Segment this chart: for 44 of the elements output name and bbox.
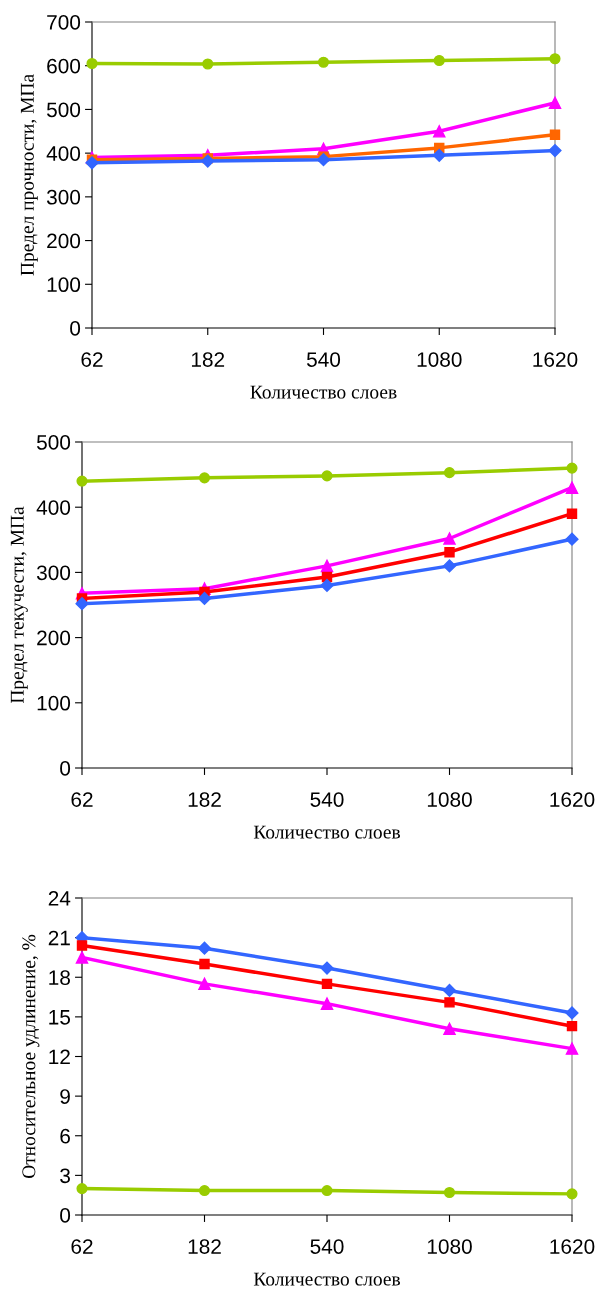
y-tick-label: 12 [49,1049,70,1065]
x-tick-label: 182 [188,1239,221,1254]
x-tick-label: 1080 [427,1239,472,1254]
y-tick-label: 700 [47,15,81,30]
y-tick-label: 300 [36,565,71,581]
y-tick-label: 500 [46,102,81,118]
y-tick-label: 100 [47,277,81,293]
y-tick-label: 6 [60,1128,70,1144]
x-tick-label: 182 [188,792,221,807]
x-tick-label: 182 [191,352,225,367]
x-tick-label: 1620 [533,352,578,367]
y-tick-label: 3 [60,1168,70,1184]
y-tick-label: 21 [48,930,70,946]
x-tick-label: 1620 [550,792,595,807]
y-tick-label: 24 [48,891,71,906]
y-tick-label: 600 [47,58,81,74]
x-tick-label: 540 [306,352,341,367]
x-tick-label: 1080 [417,352,462,367]
x-tick-label: 540 [310,1239,344,1254]
y-tick-label: 15 [49,1010,71,1025]
y-tick-label: 18 [49,970,70,985]
x-tick-label: 62 [71,792,93,807]
x-axis-title: Количество слоев [250,385,397,399]
y-tick-label: 100 [37,695,71,711]
y-tick-label: 400 [36,500,71,515]
y-tick-label: 0 [60,761,71,776]
y-tick-label: 200 [37,630,71,646]
x-axis-title: Количество слоев [253,825,400,839]
y-tick-label: 200 [47,233,81,249]
y-tick-label: 500 [36,435,71,450]
y-tick-label: 400 [46,146,81,161]
y-tick-label: 9 [60,1089,70,1104]
x-axis-title: Количество слоев [253,1272,400,1286]
x-tick-label: 62 [81,352,103,367]
x-tick-label: 540 [310,792,344,807]
y-tick-label: 300 [46,189,81,205]
x-tick-label: 1080 [427,792,472,807]
y-tick-label: 0 [70,321,81,336]
y-axis-title: Относительное удлинение, % [22,934,40,1179]
x-tick-label: 62 [71,1239,93,1254]
y-axis-title: Предел текучести, МПа [10,506,28,704]
x-tick-label: 1620 [550,1239,595,1254]
y-tick-label: 0 [60,1208,71,1223]
y-axis-title: Предел прочности, МПа [20,74,38,276]
